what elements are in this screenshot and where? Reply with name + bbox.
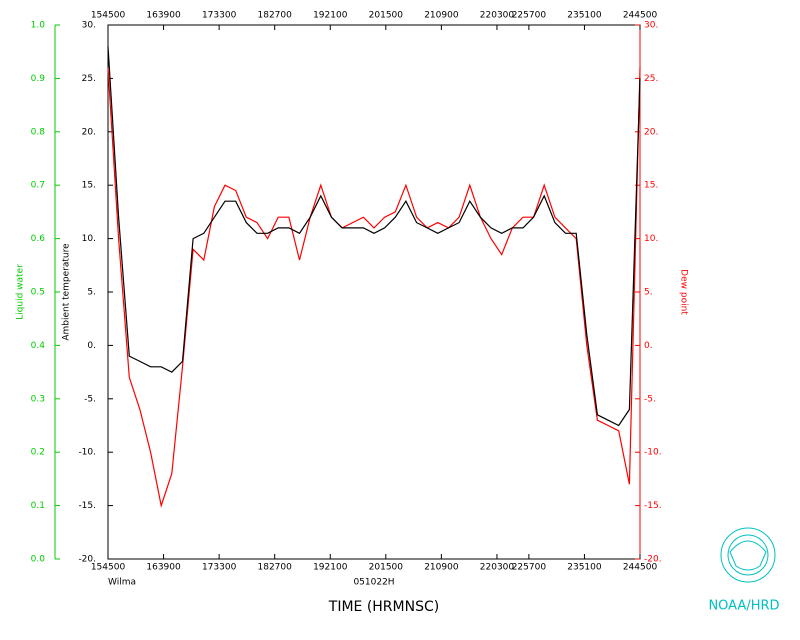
x-tick-label: 173300 bbox=[202, 563, 237, 573]
y2-axis-title: Dew point bbox=[679, 269, 689, 315]
x-tick-label: 154500 bbox=[91, 563, 126, 573]
x-tick-label-top: 235100 bbox=[567, 11, 602, 21]
subtitle: 051022H bbox=[353, 578, 394, 588]
x-tick-label: 225700 bbox=[512, 563, 547, 573]
x-tick-label-top: 225700 bbox=[512, 11, 547, 21]
x-tick-label: 201500 bbox=[369, 563, 404, 573]
x-tick-label: 210900 bbox=[424, 563, 459, 573]
y3ticks-label: 0.8 bbox=[31, 127, 46, 137]
yticks-label: 15. bbox=[82, 181, 96, 191]
series-line bbox=[107, 67, 641, 508]
y3ticks-label: 0.1 bbox=[31, 501, 45, 511]
yticks-label: 30. bbox=[82, 21, 96, 31]
x-tick-label-top: 182700 bbox=[258, 11, 293, 21]
yticks-label: 25. bbox=[82, 74, 96, 84]
x-tick-label-top: 154500 bbox=[91, 11, 126, 21]
y3ticks-label: 0.9 bbox=[31, 74, 46, 84]
y2ticks-label: -15. bbox=[644, 501, 662, 511]
yticks-label: -5. bbox=[84, 394, 96, 404]
y2ticks-label: 0. bbox=[644, 341, 653, 351]
y3ticks-label: 0.3 bbox=[31, 394, 45, 404]
x-tick-label: 192100 bbox=[313, 563, 348, 573]
y2ticks-label: 30. bbox=[644, 21, 658, 31]
yticks-label: 10. bbox=[82, 234, 96, 244]
logo-inner bbox=[727, 534, 769, 576]
y3ticks-label: 1.0 bbox=[31, 21, 46, 31]
x-tick-label: 163900 bbox=[146, 563, 181, 573]
y3ticks-label: 0.7 bbox=[31, 181, 45, 191]
y3ticks-label: 0.5 bbox=[31, 288, 45, 298]
x-tick-label: 235100 bbox=[567, 563, 602, 573]
yticks-label: -10. bbox=[78, 448, 96, 458]
y2ticks-label: 15. bbox=[644, 181, 658, 191]
yticks-label: 5. bbox=[87, 288, 96, 298]
x-tick-label: 244500 bbox=[623, 563, 658, 573]
y2ticks-label: 5. bbox=[644, 288, 653, 298]
yticks-label: -15. bbox=[78, 501, 96, 511]
x-tick-label-top: 173300 bbox=[202, 11, 237, 21]
y3ticks-label: 0.2 bbox=[31, 448, 45, 458]
x-tick-label-top: 163900 bbox=[146, 11, 181, 21]
x-tick-label-top: 201500 bbox=[369, 11, 404, 21]
series-line bbox=[107, 46, 641, 427]
y2ticks-label: -5. bbox=[644, 394, 656, 404]
y-axis-title: Ambient temperature bbox=[62, 243, 72, 341]
y2ticks-label: -20. bbox=[644, 555, 662, 565]
credit: NOAA/HRD bbox=[708, 599, 779, 614]
yticks-label: 20. bbox=[82, 127, 96, 137]
y2ticks-label: 20. bbox=[644, 127, 658, 137]
x-tick-label-top: 210900 bbox=[424, 11, 459, 21]
plot-frame bbox=[107, 24, 641, 560]
y3ticks-label: 0.6 bbox=[31, 234, 46, 244]
y2ticks-label: -10. bbox=[644, 448, 662, 458]
y3-axis-title: Liquid water bbox=[16, 264, 26, 320]
chart-title: TIME (HRMNSC) bbox=[328, 599, 439, 615]
x-tick-label: 220300 bbox=[480, 563, 515, 573]
logo-bird bbox=[729, 540, 767, 571]
x-tick-label-top: 244500 bbox=[623, 11, 658, 21]
noaa-logo bbox=[720, 527, 776, 583]
y3ticks-label: 0.4 bbox=[31, 341, 46, 351]
y2ticks-label: 25. bbox=[644, 74, 658, 84]
annotation: Wilma bbox=[108, 578, 136, 588]
logo-ring bbox=[720, 527, 776, 583]
yticks-label: -20. bbox=[78, 555, 96, 565]
y2ticks-label: 10. bbox=[644, 234, 658, 244]
y3ticks-label: 0.0 bbox=[31, 555, 46, 565]
x-tick-label: 182700 bbox=[258, 563, 293, 573]
yticks-label: 0. bbox=[87, 341, 96, 351]
x-tick-label-top: 192100 bbox=[313, 11, 348, 21]
x-tick-label-top: 220300 bbox=[480, 11, 515, 21]
